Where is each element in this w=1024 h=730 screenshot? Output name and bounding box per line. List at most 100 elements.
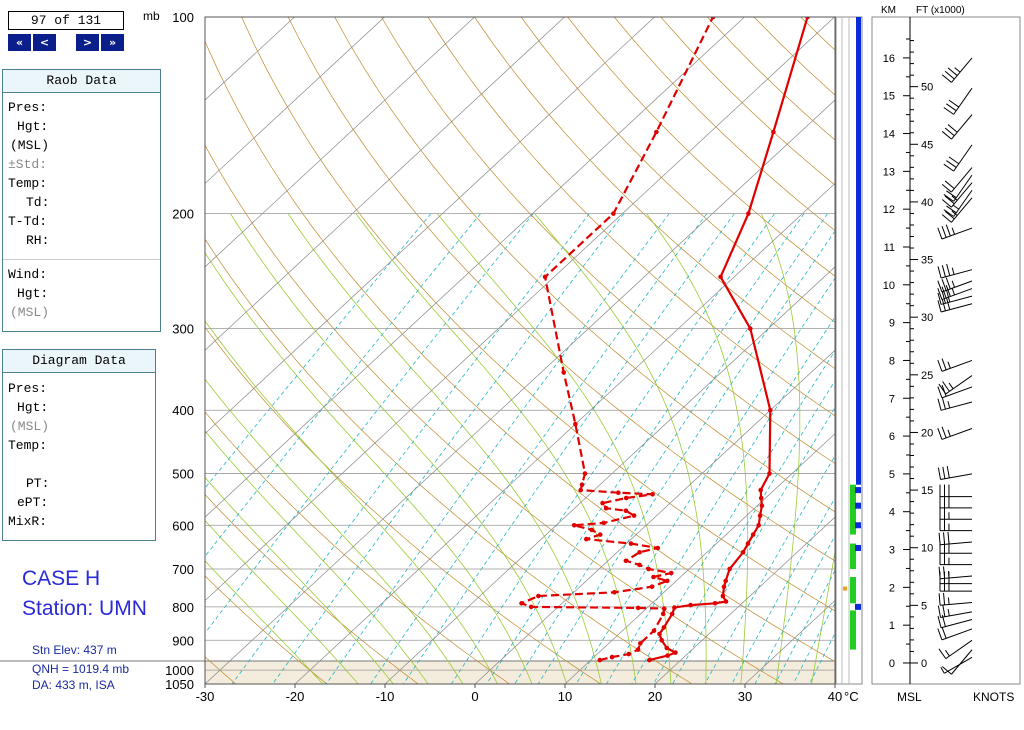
wind-barb-flag [941, 666, 952, 675]
first-button[interactable]: « [8, 34, 31, 51]
next-button[interactable]: > [76, 34, 99, 51]
station-elevation: Stn Elev: 437 m [32, 643, 117, 657]
temperature-point [669, 611, 675, 617]
moist-adiabat [646, 213, 749, 684]
wind-barb-flag [946, 263, 951, 276]
wind-barb-staff [951, 57, 973, 83]
wind-barb-flag [941, 265, 946, 277]
wind-barb-flag [942, 604, 946, 617]
mixing-ratio-line [731, 497, 835, 684]
wind-barb-flag [947, 429, 951, 437]
pressure-tick-label: 500 [172, 467, 194, 482]
dewpoint-point [561, 370, 566, 375]
mixing-ratio-line [272, 213, 625, 684]
dry-adiabat [0, 17, 145, 684]
raob-temp-label: Temp: [8, 176, 48, 191]
wind-barb-staff [941, 288, 973, 301]
ft-label: 5 [921, 600, 927, 612]
raob-wind-hgt-label: Hgt: [17, 286, 49, 301]
pressure-tick-label: 1050 [165, 677, 194, 692]
wind-barb-staff [940, 473, 973, 480]
wind-barb-flag [937, 227, 943, 240]
moist-adiabat [205, 560, 324, 684]
dewpoint-point [600, 500, 605, 506]
dry-adiabat [334, 17, 835, 513]
dewpoint-point [582, 471, 588, 476]
km-label: 2 [889, 582, 895, 594]
ft-title: FT (x1000) [916, 5, 965, 16]
wind-barb-flag [945, 650, 950, 657]
temperature-tick-label: 0 [471, 689, 478, 704]
mixing-ratio-line [325, 213, 670, 684]
dewpoint-point [597, 657, 603, 663]
isotherm [205, 17, 745, 518]
diag-pres-label: Pres: [8, 381, 48, 396]
pressure-tick-label: 100 [172, 10, 194, 25]
temperature-point [757, 513, 763, 518]
moist-adiabat [230, 213, 568, 684]
diag-pt-label: PT: [26, 476, 50, 491]
wind-barb-flag [946, 190, 957, 199]
isotherm [564, 433, 835, 684]
km-label: 14 [883, 129, 895, 141]
isotherm [205, 99, 835, 684]
dewpoint-point [660, 611, 666, 617]
station-label: Station: UMN [22, 597, 147, 620]
km-label: 12 [883, 204, 895, 216]
dewpoint-point [626, 651, 631, 657]
temperature-point [657, 631, 662, 637]
background-grid [0, 17, 835, 684]
wind-barb-staff [941, 428, 973, 440]
ft-label: 20 [921, 427, 933, 439]
wind-barb-flag [941, 426, 947, 439]
temperature-point [661, 625, 667, 630]
temperature-point [748, 326, 753, 331]
raob-td-label: Td: [26, 195, 50, 210]
dewpoint-point [528, 604, 534, 610]
wind-barb-flag [937, 605, 941, 618]
wind-barb-staff [944, 656, 973, 674]
isotherm [205, 17, 475, 268]
wind-barb-flag [944, 210, 955, 220]
temperature-tick-label: 30 [738, 689, 752, 704]
km-label: 13 [883, 166, 895, 178]
temperature-point [759, 503, 765, 509]
diag-mixr-label: MixR: [8, 514, 48, 529]
isotherm [654, 516, 835, 684]
qnh-value: QNH = 1019.4 mb [32, 662, 130, 676]
wind-barb-flag [941, 199, 952, 208]
mixing-ratio-line [205, 213, 534, 634]
dewpoint-point [612, 590, 617, 595]
last-button[interactable]: » [101, 34, 124, 51]
temperature-point [664, 645, 670, 651]
dry-adiabat [205, 411, 510, 684]
dewpoint-point [651, 628, 657, 633]
msl-label: MSL [897, 690, 922, 704]
temperature-point [746, 211, 751, 216]
wind-barb-flag [951, 267, 955, 275]
km-label: 1 [889, 620, 895, 632]
pressure-tick-label: 800 [172, 600, 194, 615]
ft-label: 30 [921, 312, 933, 324]
dewpoint-point [536, 593, 541, 599]
temperature-point [767, 471, 772, 476]
temperature-point [756, 523, 761, 528]
wind-barb-flag [946, 205, 957, 214]
wind-barb-flag [938, 566, 941, 579]
wind-barb-staff [940, 401, 973, 411]
mixing-ratio-line [205, 213, 432, 489]
cloud-marker [855, 487, 861, 494]
mixing-ratio-line [792, 602, 835, 684]
prev-button[interactable]: < [33, 34, 56, 51]
temperature-tick-label: -10 [376, 689, 395, 704]
temperature-point [758, 487, 763, 493]
isotherm [0, 17, 115, 684]
wind-barb-flag [945, 277, 951, 290]
temperature-axis: -30 -20 -10 0 10 20 30 40 [196, 684, 842, 704]
km-label: 3 [889, 545, 895, 557]
wind-barb-flag [946, 297, 951, 310]
wind-barb-flag [941, 397, 946, 410]
dry-adiabat [241, 17, 835, 612]
pressure-tick-label: 200 [172, 207, 194, 222]
temperature-point [659, 638, 664, 643]
